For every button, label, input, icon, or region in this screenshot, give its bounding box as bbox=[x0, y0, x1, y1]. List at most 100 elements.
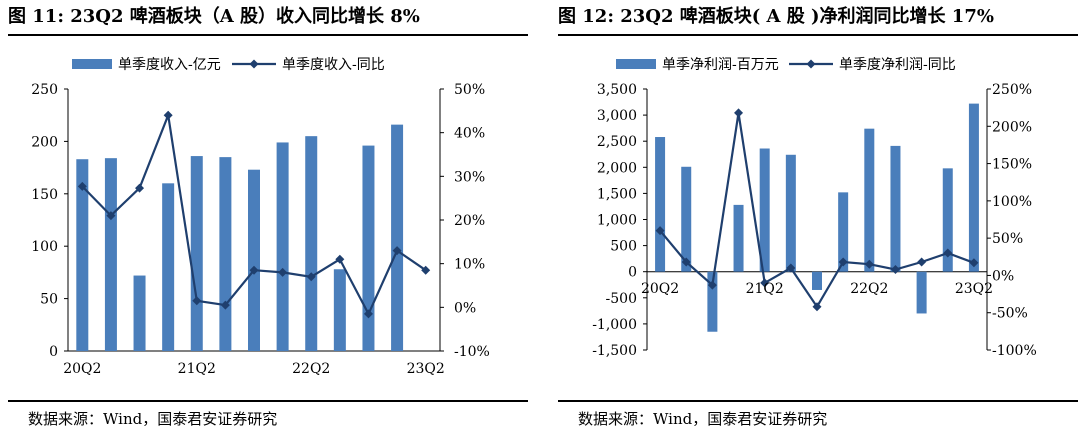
bar bbox=[864, 128, 875, 272]
line-point bbox=[106, 211, 116, 221]
line-point bbox=[77, 181, 87, 191]
title-rule bbox=[558, 34, 1078, 36]
right-tick-label: 0% bbox=[454, 300, 476, 316]
bar bbox=[759, 148, 770, 272]
bar bbox=[362, 145, 375, 351]
x-tick-label: 23Q2 bbox=[955, 281, 993, 297]
left-tick-label: 0 bbox=[49, 344, 58, 360]
left-tick-label: 500 bbox=[610, 239, 637, 255]
right-tick-label: 30% bbox=[454, 169, 485, 185]
right-tick-label: -100% bbox=[992, 343, 1037, 359]
left-tick-label: 3,500 bbox=[597, 82, 637, 98]
x-tick-label: 23Q2 bbox=[407, 361, 445, 377]
chart-panel-revenue: 图 11: 23Q2 啤酒板块（A 股）收入同比增长 8% 0 50 100 150 2… bbox=[8, 0, 528, 435]
legend-bar-label: 单季度收入-亿元 bbox=[118, 57, 221, 73]
line-point bbox=[786, 263, 796, 273]
footer-rule bbox=[8, 400, 528, 402]
right-tick-label: 40% bbox=[454, 126, 485, 142]
bar bbox=[162, 183, 175, 351]
bar bbox=[219, 157, 232, 351]
left-tick-label: 200 bbox=[31, 134, 58, 150]
profit-chart: -1,500 -1,000 -500 0 500 1,000 1,500 2,000 2,500… bbox=[592, 57, 1037, 359]
bar bbox=[276, 142, 289, 351]
bar bbox=[133, 275, 146, 351]
left-tick-label: -500 bbox=[606, 291, 637, 307]
left-tick-label: 100 bbox=[31, 239, 58, 255]
line-point bbox=[192, 296, 202, 306]
legend-line-marker bbox=[249, 59, 259, 69]
line-point bbox=[812, 302, 822, 312]
line-point bbox=[655, 226, 665, 236]
line-point bbox=[864, 259, 874, 269]
line-point bbox=[135, 183, 145, 193]
left-tick-label: 150 bbox=[31, 187, 58, 203]
legend-line-label: 单季度净利润-同比 bbox=[839, 57, 956, 73]
line-point bbox=[392, 246, 402, 256]
line-point bbox=[278, 267, 288, 277]
left-tick-label: 250 bbox=[31, 82, 58, 98]
left-tick-label: -1,000 bbox=[592, 317, 637, 333]
bar bbox=[333, 269, 346, 351]
left-tick-label: 0 bbox=[628, 265, 637, 281]
source-note: 数据来源：Wind，国泰君安证券研究 bbox=[28, 410, 278, 428]
bar bbox=[785, 154, 796, 272]
x-tick-label: 20Q2 bbox=[641, 281, 679, 297]
right-tick-label: 0% bbox=[992, 268, 1014, 284]
left-tick-label: 2,500 bbox=[597, 134, 637, 150]
bar bbox=[968, 103, 979, 272]
legend-line-marker bbox=[806, 59, 816, 69]
chart-title: 图 12: 23Q2 啤酒板块( A 股 )净利润同比增长 17% bbox=[558, 6, 994, 27]
x-tick-label: 22Q2 bbox=[850, 281, 888, 297]
legend-bar-swatch bbox=[616, 59, 656, 69]
left-tick-label: 1,000 bbox=[597, 213, 637, 229]
title-rule bbox=[8, 34, 528, 36]
line-point bbox=[707, 280, 717, 290]
left-tick-label: 1,500 bbox=[597, 186, 637, 202]
right-tick-label: -50% bbox=[992, 306, 1028, 322]
right-tick-label: 50% bbox=[992, 231, 1023, 247]
legend-bar-label: 单季净利润-百万元 bbox=[662, 57, 779, 73]
right-tick-label: 10% bbox=[454, 257, 485, 273]
right-tick-label: 250% bbox=[992, 82, 1032, 98]
bar bbox=[76, 159, 89, 351]
x-tick-label: 21Q2 bbox=[746, 281, 784, 297]
line-point bbox=[163, 110, 173, 120]
line-point bbox=[760, 278, 770, 288]
line-point bbox=[917, 257, 927, 267]
bar bbox=[305, 136, 318, 351]
bar bbox=[733, 204, 744, 272]
x-tick-label: 22Q2 bbox=[292, 361, 330, 377]
bar bbox=[890, 145, 901, 272]
legend-line-label: 单季度收入-同比 bbox=[282, 57, 385, 73]
legend-bar-swatch bbox=[72, 59, 112, 69]
line-point bbox=[220, 300, 230, 310]
bar bbox=[391, 124, 404, 351]
line-point bbox=[681, 257, 691, 267]
bar bbox=[916, 271, 927, 314]
right-tick-label: 100% bbox=[992, 194, 1032, 210]
line-point bbox=[734, 108, 744, 118]
bar bbox=[248, 169, 260, 351]
line-point bbox=[363, 309, 373, 319]
bar bbox=[190, 156, 203, 351]
left-tick-label: -1,500 bbox=[592, 343, 637, 359]
revenue-chart: 0 50 100 150 200 250 -10% 0% 10% 20% 30% 40% 50% 20Q2… bbox=[31, 57, 490, 377]
line-point bbox=[306, 272, 316, 282]
chart-title: 图 11: 23Q2 啤酒板块（A 股）收入同比增长 8% bbox=[8, 6, 420, 27]
right-tick-label: 200% bbox=[992, 119, 1032, 135]
bar bbox=[812, 271, 822, 290]
right-tick-label: 20% bbox=[454, 213, 485, 229]
bar bbox=[681, 166, 692, 272]
right-tick-label: -10% bbox=[454, 344, 490, 360]
left-tick-label: 2,000 bbox=[597, 160, 637, 176]
x-tick-label: 21Q2 bbox=[178, 361, 216, 377]
x-tick-label: 20Q2 bbox=[63, 361, 101, 377]
line-point bbox=[838, 257, 848, 267]
bar bbox=[942, 168, 953, 272]
right-tick-label: 50% bbox=[454, 82, 485, 98]
line-point bbox=[969, 258, 979, 268]
line-point bbox=[335, 254, 345, 264]
line-point bbox=[890, 264, 900, 274]
chart-panel-profit: 图 12: 23Q2 啤酒板块( A 股 )净利润同比增长 17% -1,500… bbox=[558, 0, 1078, 435]
bar bbox=[104, 158, 117, 351]
